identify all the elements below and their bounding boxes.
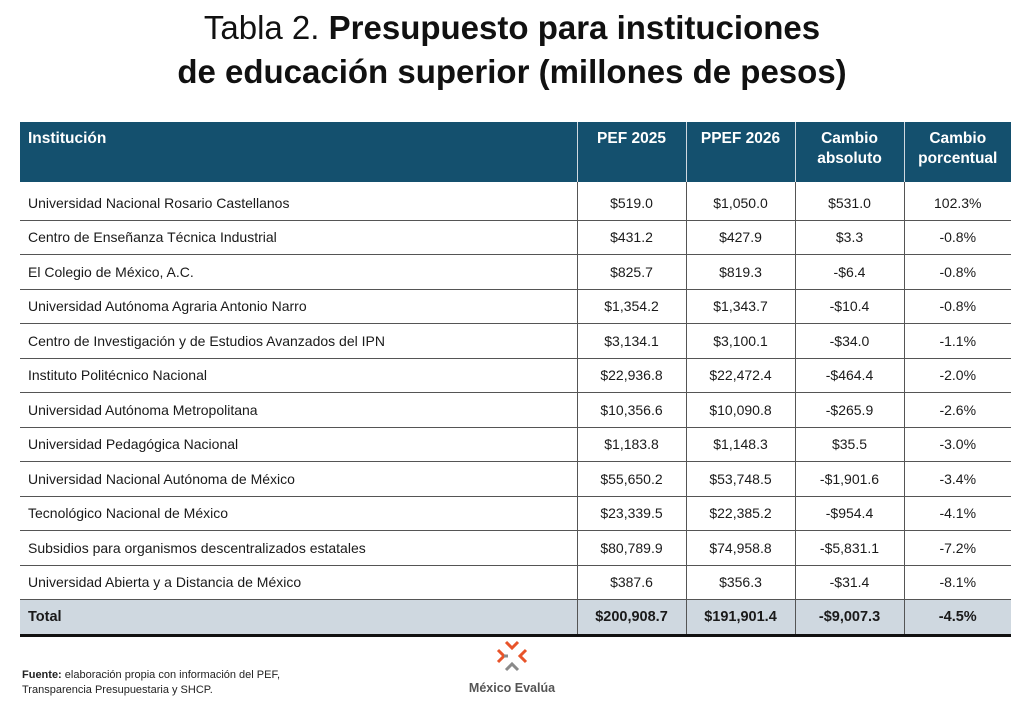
value-cell: $427.9 [685, 219, 795, 255]
institution-cell: Instituto Politécnico Nacional [20, 357, 577, 393]
table-row: Centro de Investigación y de Estudios Av… [20, 323, 1011, 358]
institution-cell: Centro de Enseñanza Técnica Industrial [20, 219, 577, 255]
value-cell: -$1,901.6 [794, 461, 904, 496]
value-cell: -$6.4 [794, 254, 904, 289]
institution-cell: Universidad Pedagógica Nacional [20, 426, 577, 462]
value-cell: -$10.4 [794, 288, 904, 324]
table-row: Tecnológico Nacional de México $23,339.5 $… [20, 495, 1011, 531]
title-line2: de educación superior (millones de pesos… [177, 53, 847, 90]
table-row: Subsidios para organismos descentralizad… [20, 530, 1011, 565]
budget-table: Institución PEF 2025 PPEF 2026 Cambio absol… [20, 122, 1011, 637]
value-cell: -0.8% [903, 219, 1011, 255]
table-row: Universidad Abierta y a Distancia de Méx… [20, 564, 1011, 600]
value-cell: $1,148.3 [685, 426, 795, 462]
value-cell: -3.4% [903, 461, 1011, 496]
value-cell: $431.2 [576, 219, 686, 255]
value-cell: -7.2% [903, 530, 1011, 565]
total-row: Total $200,908.7 $191,901.4 -$9,007.3 -4.5% [20, 599, 1011, 637]
value-cell: $22,472.4 [685, 357, 795, 393]
institution-cell: Tecnológico Nacional de México [20, 495, 577, 531]
institution-cell: Universidad Nacional Rosario Castellanos [28, 194, 290, 211]
source-text: elaboración propia con información del P… [61, 669, 281, 681]
value-cell: $825.7 [576, 254, 686, 289]
total-value-cell: -4.5% [903, 599, 1011, 637]
value-cell: $80,789.9 [576, 530, 686, 565]
value-cell: -2.6% [903, 392, 1011, 427]
value-cell: $53,748.5 [685, 461, 795, 496]
value-cell: $531.0 [794, 182, 904, 220]
value-cell: $22,385.2 [685, 495, 795, 531]
column-header: PPEF 2026 [685, 122, 795, 182]
value-cell: $23,339.5 [576, 495, 686, 531]
table-row: Universidad Autónoma Metropolitana $10,35… [20, 392, 1011, 427]
value-cell: $55,650.2 [576, 461, 686, 496]
table-row: Centro de Enseñanza Técnica Industrial $4… [20, 219, 1011, 255]
institution-cell: Universidad Abierta y a Distancia de Méx… [20, 564, 577, 600]
value-cell: $3,100.1 [685, 323, 795, 358]
page-title: Tabla 2. Presupuesto para instituciones … [0, 6, 1024, 94]
value-cell: $356.3 [685, 564, 795, 600]
value-cell: -1.1% [903, 323, 1011, 358]
table-row: Universidad Autónoma Agraria Antonio Nar… [20, 288, 1011, 324]
total-value-cell: $200,908.7 [576, 599, 686, 637]
value-cell: -0.8% [903, 254, 1011, 289]
table-row: Universidad Pedagógica Nacional $1,183.8 $… [20, 426, 1011, 462]
table-row: Universidad Nacional Rosario Castellanos… [20, 182, 1011, 220]
total-value-cell: -$9,007.3 [794, 599, 904, 637]
institution-cell: Universidad Autónoma Metropolitana [20, 392, 577, 427]
value-cell: -$31.4 [794, 564, 904, 600]
value-cell: $1,183.8 [576, 426, 686, 462]
value-cell: $35.5 [794, 426, 904, 462]
source-label: Fuente: [22, 669, 62, 681]
mexico-evalua-logo: México Evalúa [450, 638, 574, 695]
total-value-cell: $191,901.4 [685, 599, 795, 637]
value-cell: $819.3 [685, 254, 795, 289]
value-cell: $3,134.1 [576, 323, 686, 358]
value-cell: $10,356.6 [576, 392, 686, 427]
institution-cell: Subsidios para organismos descentralizad… [20, 530, 577, 565]
value-cell: -2.0% [903, 357, 1011, 393]
column-header: PEF 2025 [576, 122, 686, 182]
source-note: Fuente: elaboración propia con informaci… [22, 668, 280, 698]
institution-cell: El Colegio de México, A.C. [20, 254, 577, 289]
column-header: Cambio absoluto [794, 122, 904, 182]
table-header-row: Institución PEF 2025 PPEF 2026 Cambio absol… [20, 122, 1011, 182]
title-prefix: Tabla 2. [203, 9, 320, 46]
table-row: El Colegio de México, A.C. $825.7 $819.3 -$… [20, 254, 1011, 289]
table-row: Universidad Nacional Autónoma de México $… [20, 461, 1011, 496]
star-burst-logo-icon [496, 640, 528, 672]
value-cell: -$464.4 [794, 357, 904, 393]
value-cell: -3.0% [903, 426, 1011, 462]
value-cell: $10,090.8 [685, 392, 795, 427]
value-cell: -$5,831.1 [794, 530, 904, 565]
value-cell: $22,936.8 [576, 357, 686, 393]
value-cell: -4.1% [903, 495, 1011, 531]
column-header: Institución [20, 122, 577, 182]
table-row: Instituto Politécnico Nacional $22,936.8 $… [20, 357, 1011, 393]
institution-cell: Universidad Nacional Autónoma de México [20, 461, 577, 496]
source-text-line2: Transparencia Presupuestaria y SHCP. [22, 684, 213, 696]
title-line1: Presupuesto para instituciones [328, 9, 821, 46]
value-cell: $1,050.0 [685, 182, 795, 220]
value-cell: -$265.9 [794, 392, 904, 427]
value-cell: $74,958.8 [685, 530, 795, 565]
value-cell: -$34.0 [794, 323, 904, 358]
value-cell: $1,354.2 [576, 288, 686, 324]
column-header: Cambio porcentual [903, 122, 1011, 182]
value-cell: -$954.4 [794, 495, 904, 531]
institution-cell: Universidad Autónoma Agraria Antonio Nar… [20, 288, 577, 324]
value-cell: -0.8% [903, 288, 1011, 324]
value-cell: -8.1% [903, 564, 1011, 600]
value-cell: $3.3 [794, 219, 904, 255]
value-cell: $519.0 [576, 182, 686, 220]
logo-text: México Evalúa [468, 681, 556, 695]
value-cell: $1,343.7 [685, 288, 795, 324]
institution-cell: Centro de Investigación y de Estudios Av… [20, 323, 577, 358]
value-cell: 102.3% [903, 182, 1011, 220]
value-cell: $387.6 [576, 564, 686, 600]
total-label: Total [20, 599, 577, 637]
